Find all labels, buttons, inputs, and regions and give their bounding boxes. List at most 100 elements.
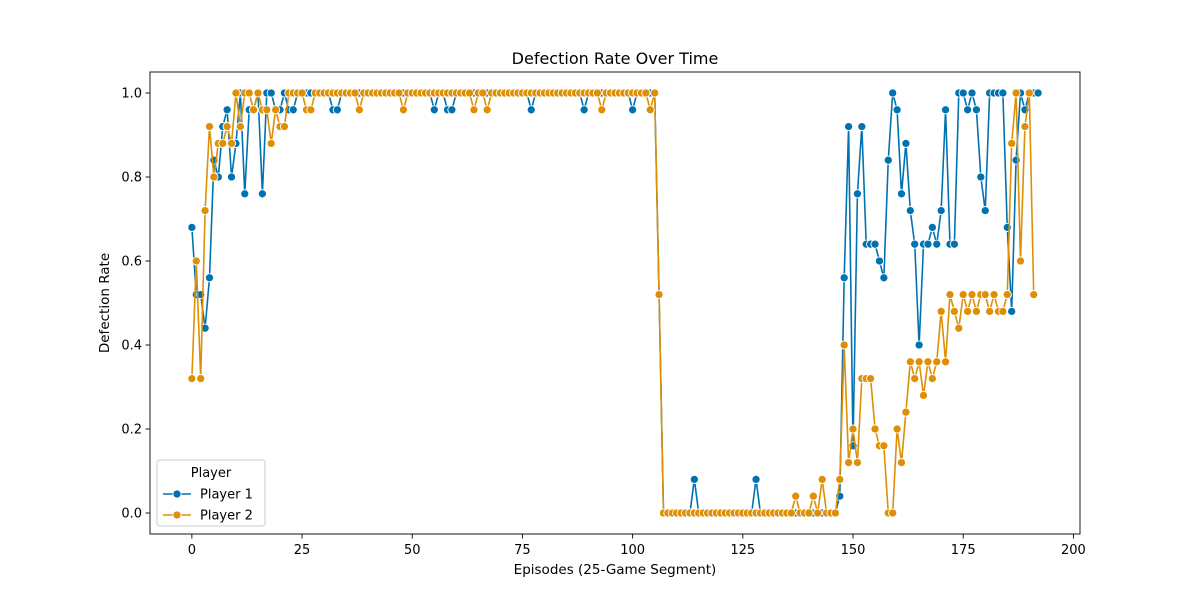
data-point (927, 222, 937, 232)
data-point (980, 290, 990, 300)
series-line (191, 92, 1039, 514)
data-point (949, 306, 959, 316)
data-point (883, 155, 893, 165)
data-point (949, 239, 959, 249)
data-point (354, 105, 364, 115)
data-point (332, 105, 342, 115)
data-point (958, 290, 968, 300)
data-point (645, 105, 655, 115)
x-tick-label: 50 (404, 543, 421, 558)
data-point (751, 474, 761, 484)
data-point (848, 424, 858, 434)
data-point (932, 357, 942, 367)
legend-box (156, 459, 266, 527)
data-point (204, 273, 215, 283)
data-point (350, 88, 360, 98)
data-point (932, 239, 942, 249)
data-point (941, 357, 951, 367)
data-point (266, 88, 276, 98)
data-point (786, 508, 796, 518)
x-tick-label: 200 (1061, 543, 1086, 558)
data-point (249, 105, 259, 115)
data-point (936, 306, 946, 316)
series-1 (187, 88, 1043, 518)
data-point (218, 138, 228, 148)
legend-item: Player 2 (163, 509, 253, 524)
data-point (954, 323, 964, 333)
data-point (874, 256, 885, 266)
data-point (204, 122, 215, 132)
y-tick-label: 0.8 (121, 171, 142, 186)
data-point (896, 458, 907, 468)
data-point (967, 88, 977, 98)
data-point (1011, 155, 1021, 165)
data-point (817, 474, 827, 484)
data-point (941, 105, 951, 115)
y-axis-label: Defection Rate (97, 253, 113, 353)
legend-label: Player 1 (200, 488, 253, 503)
data-point (852, 458, 862, 468)
data-point (808, 491, 818, 501)
x-tick-label: 25 (294, 543, 311, 558)
data-point (958, 88, 968, 98)
data-point (998, 306, 1008, 316)
data-point (592, 88, 602, 98)
data-point (971, 105, 981, 115)
data-point (870, 239, 880, 249)
x-tick-label: 100 (620, 543, 645, 558)
data-point (835, 474, 845, 484)
data-point (844, 122, 854, 132)
data-point (901, 138, 911, 148)
data-point (271, 105, 281, 115)
x-axis-label: Episodes (25-Game Segment) (514, 562, 717, 578)
data-point (222, 105, 232, 115)
y-tick-label: 0.6 (121, 255, 142, 270)
data-point (888, 508, 898, 518)
x-tick-label: 125 (730, 543, 755, 558)
data-point (222, 122, 232, 132)
data-point (306, 105, 316, 115)
data-point (288, 105, 298, 115)
y-tick-label: 0.2 (121, 423, 142, 438)
data-point (266, 138, 276, 148)
data-point (200, 206, 210, 216)
data-point (967, 290, 977, 300)
data-point (279, 122, 289, 132)
data-point (923, 357, 933, 367)
data-point (901, 407, 911, 417)
data-point (235, 122, 245, 132)
data-point (910, 239, 920, 249)
data-point (187, 374, 197, 384)
data-point (804, 508, 814, 518)
data-point (905, 206, 915, 216)
data-point (597, 105, 607, 115)
data-point (839, 273, 849, 283)
data-point (262, 105, 272, 115)
data-point (998, 88, 1008, 98)
data-point (226, 172, 237, 182)
data-point (482, 105, 492, 115)
x-tick-label: 0 (188, 543, 196, 558)
data-point (297, 88, 307, 98)
data-point (209, 172, 219, 182)
data-point (976, 172, 986, 182)
data-point (963, 306, 973, 316)
data-point (892, 424, 902, 434)
data-point (226, 138, 237, 148)
data-point (844, 458, 854, 468)
chart-title: Defection Rate Over Time (512, 49, 719, 68)
data-point (1024, 88, 1034, 98)
data-point (914, 340, 924, 350)
data-point (980, 206, 990, 216)
y-tick-label: 1.0 (121, 87, 142, 102)
legend-title: Player (191, 466, 232, 481)
data-point (429, 105, 439, 115)
data-point (654, 290, 664, 300)
data-point (971, 306, 981, 316)
data-point (650, 88, 660, 98)
data-point (918, 390, 929, 400)
data-point (244, 88, 254, 98)
data-point (469, 105, 479, 115)
